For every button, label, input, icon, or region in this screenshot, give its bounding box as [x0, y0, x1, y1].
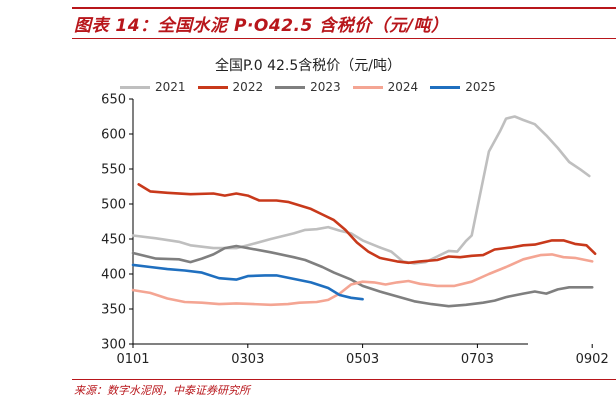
top-rule [72, 7, 616, 9]
series-line-2023 [131, 244, 594, 308]
series-line-2025 [131, 263, 364, 301]
figure-heading: 图表 14：全国水泥 P·O42.5 含税价（元/吨） [74, 16, 449, 36]
x-tick-label: 0902 [576, 352, 609, 367]
y-tick-label: 350 [101, 303, 126, 318]
heading-rule [72, 38, 616, 39]
legend-label-2025: 2025 [465, 80, 496, 94]
x-tick-label: 0303 [231, 352, 264, 367]
y-tick-label: 650 [101, 93, 126, 108]
series-line-2021 [131, 115, 591, 265]
source-note: 来源：数字水泥网，中泰证券研究所 [74, 384, 250, 397]
y-tick-label: 300 [101, 338, 126, 353]
x-tick-label: 0101 [116, 352, 149, 367]
x-tick-label: 0703 [461, 352, 494, 367]
series-line-2022 [137, 183, 597, 265]
legend-item-2025: 2025 [430, 80, 496, 94]
x-tick-label: 0503 [346, 352, 379, 367]
chart-legend: 2021 2022 2023 2024 2025 [120, 78, 508, 96]
y-tick-label: 450 [101, 233, 126, 248]
legend-swatch-2024 [352, 85, 383, 89]
source-rule [72, 379, 616, 380]
legend-swatch-2021 [120, 85, 150, 89]
legend-label-2021: 2021 [155, 80, 186, 94]
y-tick-label: 600 [101, 128, 126, 143]
legend-swatch-2023 [275, 85, 306, 89]
legend-label-2024: 2024 [387, 80, 419, 94]
y-tick-label: 500 [101, 198, 126, 213]
right-rule-fragment [610, 7, 616, 9]
y-tick-label: 550 [101, 163, 126, 178]
legend-label-2022: 2022 [232, 80, 264, 94]
legend-item-2023: 2023 [275, 80, 341, 94]
chart-title: 全国P.0 42.5含税价（元/吨） [215, 58, 401, 74]
legend-swatch-2025 [430, 85, 461, 89]
legend-label-2023: 2023 [310, 80, 341, 94]
legend-swatch-2022 [197, 85, 228, 89]
legend-item-2021: 2021 [120, 80, 186, 94]
series-line-2024 [131, 253, 594, 307]
legend-item-2024: 2024 [352, 80, 419, 94]
y-tick-label: 400 [101, 268, 126, 283]
legend-item-2022: 2022 [197, 80, 264, 94]
